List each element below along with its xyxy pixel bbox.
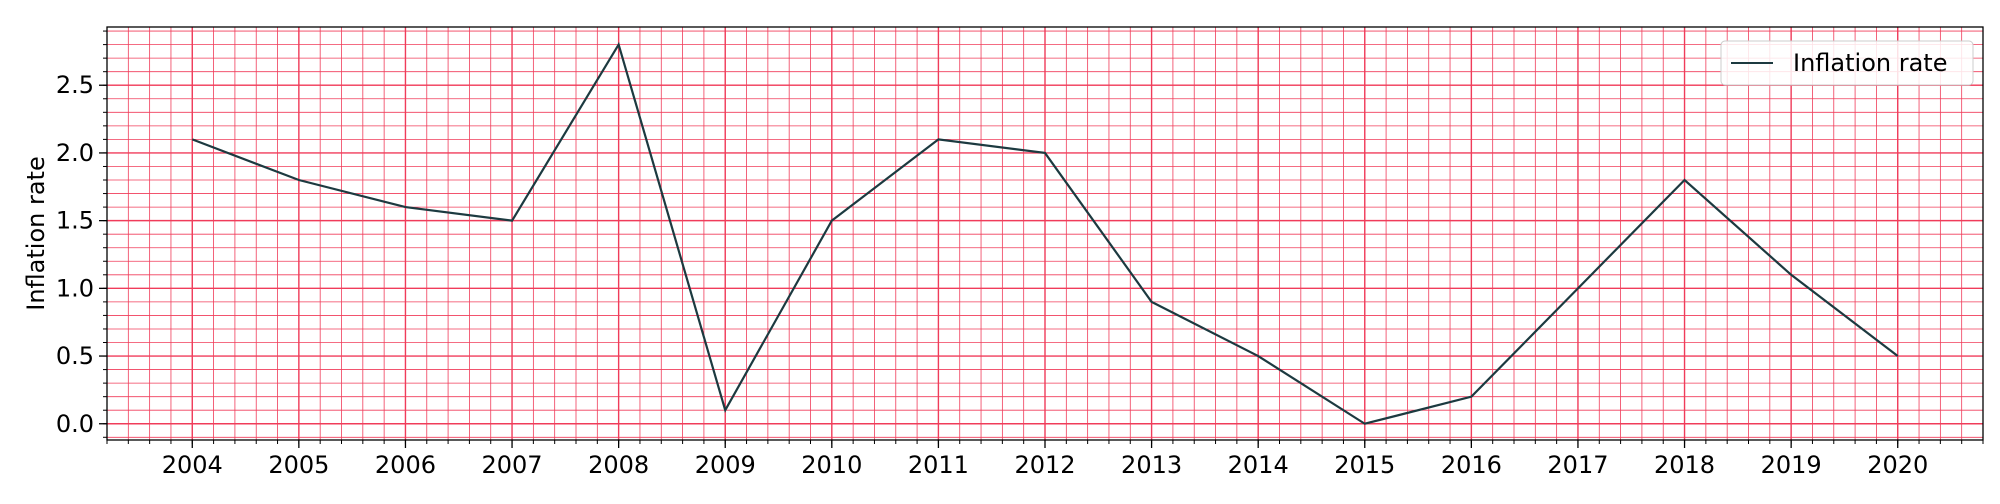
x-tick-label: 2011 — [908, 451, 969, 479]
x-axis: 2004 2005 2006 2007 2008 2009 2010 2011 2012 2013… — [106, 440, 1984, 479]
y-tick-label: 0.0 — [56, 410, 94, 438]
y-axis: 0.0 0.5 1.0 1.5 2.0 2.5 — [56, 30, 107, 438]
x-tick-label: 2019 — [1761, 451, 1822, 479]
y-axis-label: Inflation rate — [22, 156, 50, 310]
x-tick-label: 2015 — [1334, 451, 1395, 479]
x-tick-label: 2008 — [588, 451, 649, 479]
x-tick-label: 2014 — [1228, 451, 1289, 479]
x-tick-label: 2006 — [375, 451, 436, 479]
legend-box — [1720, 40, 1974, 86]
x-tick-label: 2005 — [268, 451, 329, 479]
legend: Inflation rate — [1720, 40, 1974, 86]
x-tick-label: 2020 — [1867, 451, 1928, 479]
y-tick-label: 2.0 — [56, 139, 94, 167]
y-tick-label: 2.5 — [56, 71, 94, 99]
series-line-0 — [191, 41, 1899, 425]
x-tick-label: 2013 — [1121, 451, 1182, 479]
x-tick-label: 2016 — [1441, 451, 1502, 479]
x-tick-label: 2009 — [695, 451, 756, 479]
x-tick-label: 2012 — [1014, 451, 1075, 479]
y-tick-label: 1.5 — [56, 207, 94, 235]
x-tick-label: 2007 — [482, 451, 543, 479]
x-tick-label: 2018 — [1654, 451, 1715, 479]
legend-label-inflation-rate: Inflation rate — [1793, 49, 1947, 77]
x-tick-label: 2017 — [1547, 451, 1608, 479]
series-layer — [191, 41, 1899, 425]
y-tick-label: 1.0 — [56, 274, 94, 302]
grid — [106, 27, 1984, 440]
x-tick-label: 2004 — [162, 451, 223, 479]
x-tick-label: 2010 — [801, 451, 862, 479]
y-tick-label: 0.5 — [56, 342, 94, 370]
